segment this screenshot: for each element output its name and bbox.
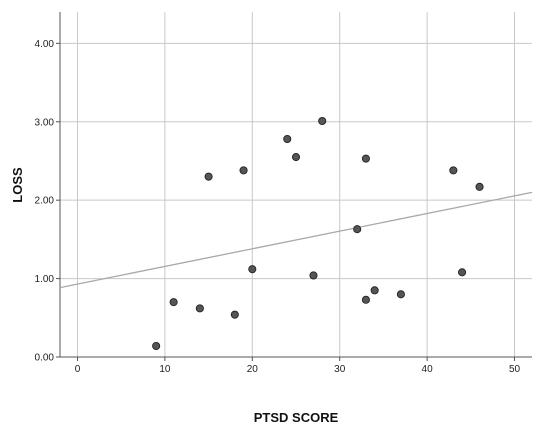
data-point	[396, 290, 405, 299]
data-points	[152, 116, 484, 351]
grid-lines	[60, 12, 532, 358]
data-point	[353, 225, 362, 234]
tick-labels: 0 10 20 30 40 50 0.00 1.00 2.00 3.00 4.00	[35, 39, 521, 375]
data-point	[318, 116, 327, 126]
y-tick-label: 2.00	[35, 196, 55, 207]
x-tick-label: 10	[159, 364, 171, 375]
x-tick-label: 40	[422, 364, 434, 375]
y-tick-label: 3.00	[35, 117, 55, 128]
data-point	[475, 182, 484, 191]
x-tick-label: 50	[509, 364, 521, 375]
y-tick-label: 1.00	[35, 274, 55, 285]
data-point	[230, 310, 239, 319]
data-point	[239, 166, 248, 175]
data-point	[169, 298, 178, 307]
data-point	[361, 154, 370, 163]
fit-line-group	[59, 191, 533, 289]
data-point	[248, 265, 257, 274]
data-point	[291, 153, 301, 162]
data-point	[152, 341, 161, 351]
data-point	[370, 286, 379, 295]
y-tick-label: 0.00	[35, 353, 55, 364]
data-point	[195, 304, 204, 313]
x-tick-label: 0	[75, 364, 81, 375]
data-point	[458, 268, 467, 277]
data-point	[309, 271, 318, 280]
data-point	[361, 295, 370, 304]
data-point	[449, 166, 458, 175]
y-axis-title: LOSS	[10, 167, 25, 203]
axes	[56, 12, 532, 361]
fit-line	[59, 191, 533, 289]
y-tick-label: 4.00	[35, 39, 55, 50]
x-tick-label: 30	[334, 364, 346, 375]
data-point	[283, 134, 292, 144]
data-point	[204, 172, 213, 181]
x-tick-label: 20	[247, 364, 259, 375]
x-axis-title: PTSD SCORE	[254, 410, 339, 425]
